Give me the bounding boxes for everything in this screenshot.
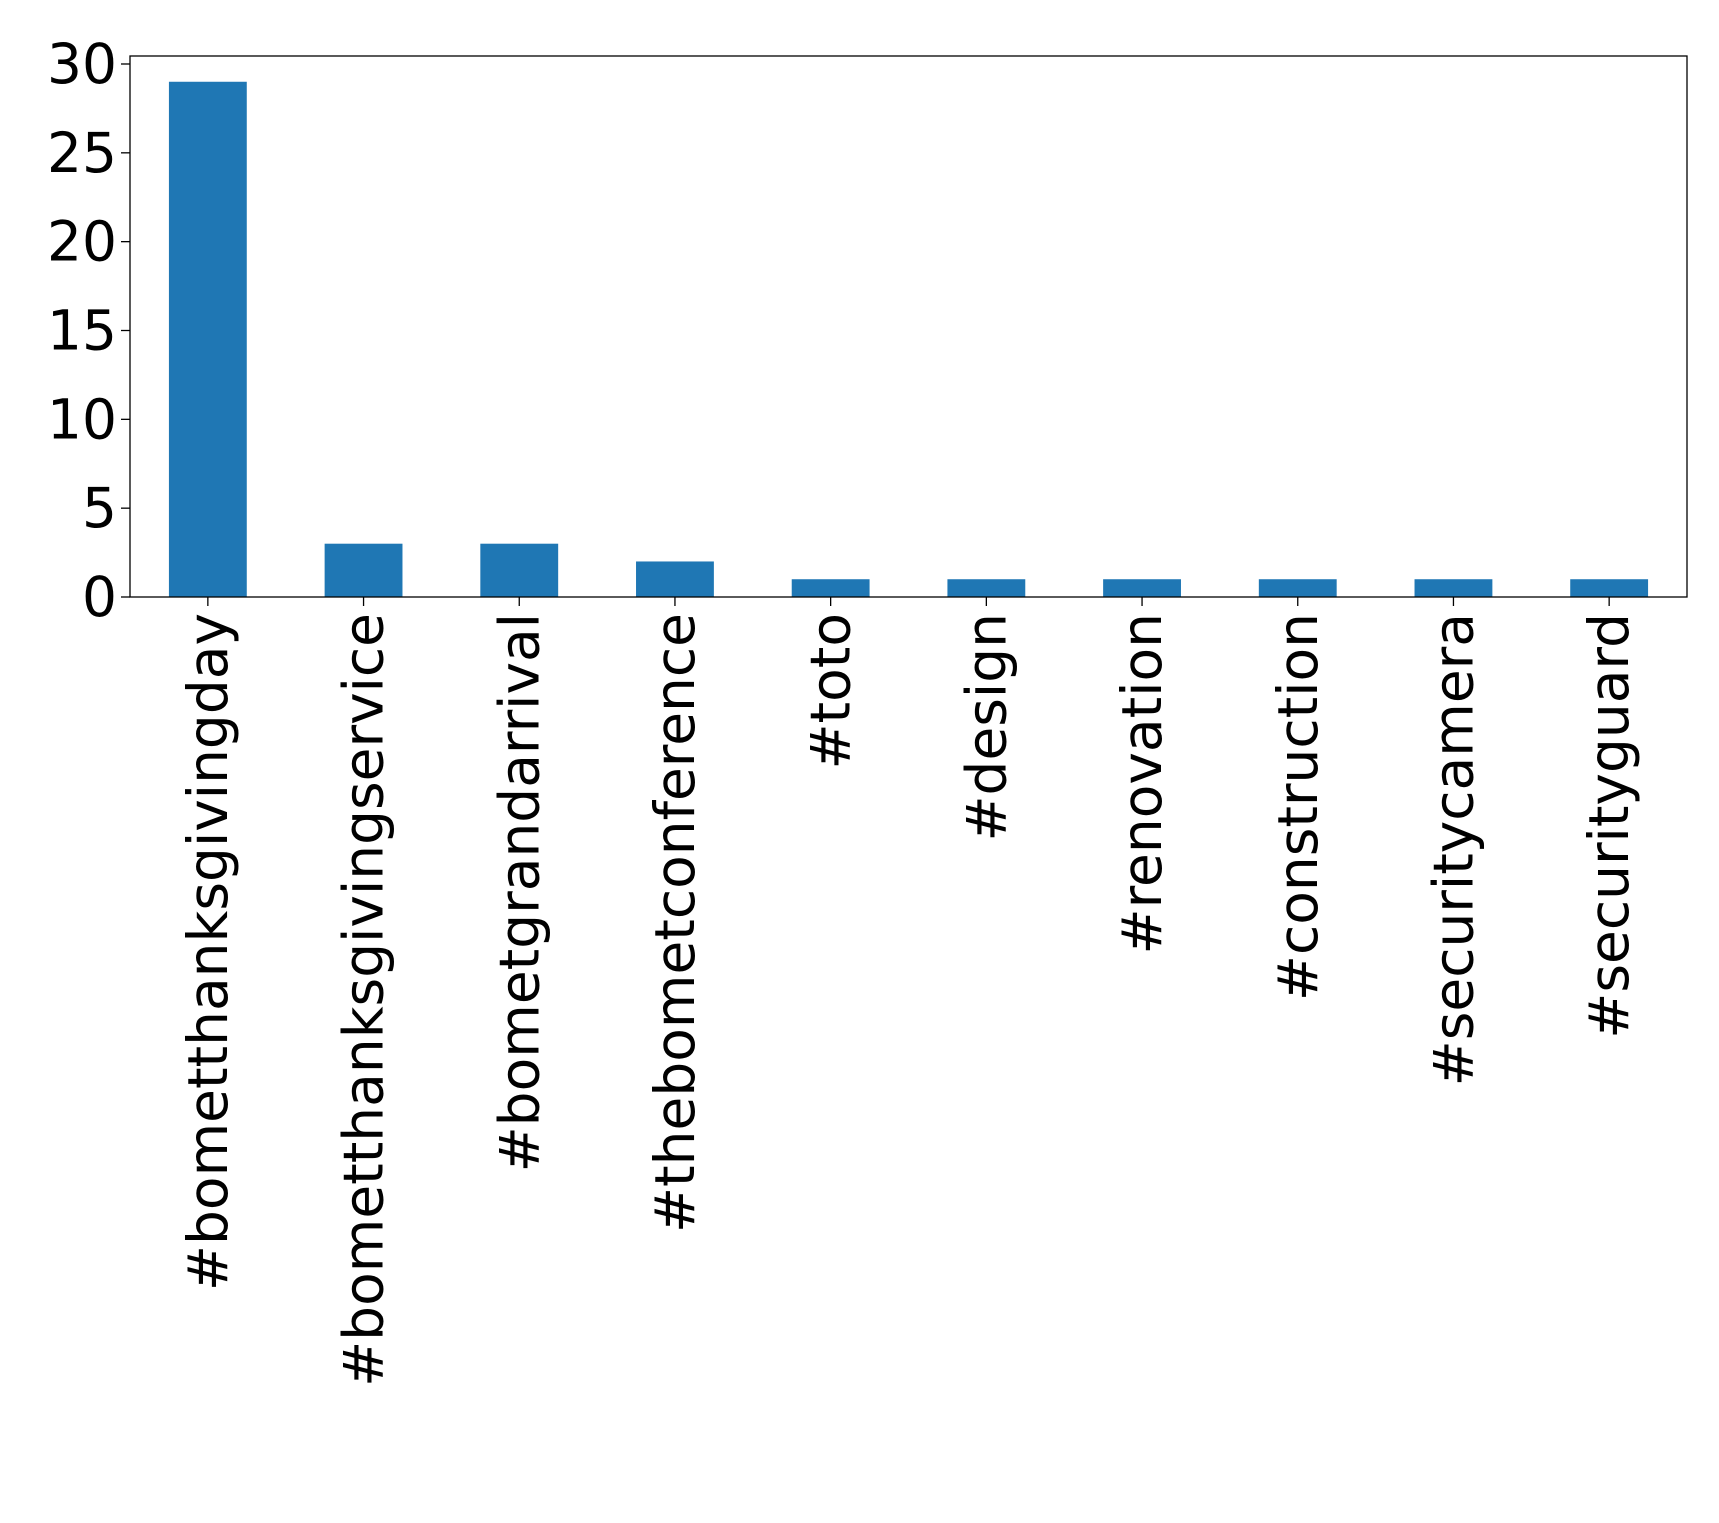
plot-area-frame xyxy=(129,55,1688,598)
y-tick-label: 15 xyxy=(47,298,117,362)
bar-securitycamera xyxy=(1414,579,1493,597)
bar-bometthanksgivingday xyxy=(168,81,247,597)
x-tick-label: #design xyxy=(954,613,1018,842)
bar-thebometconference xyxy=(636,561,714,597)
x-tick-label: #renovation xyxy=(1110,613,1174,954)
x-tick-label: #construction xyxy=(1266,613,1330,1001)
y-tick-label: 5 xyxy=(82,476,117,540)
y-axis: 0 5 10 15 20 25 30 xyxy=(47,32,130,629)
x-axis: #bometthanksgivingday #bometthanksgivings… xyxy=(176,597,1641,1387)
x-tick-label: #securityguard xyxy=(1577,613,1641,1039)
x-tick-label: #toto xyxy=(799,613,863,770)
bar-bometgrandarrival xyxy=(480,543,559,597)
x-tick-label: #thebometconference xyxy=(643,613,707,1233)
bar-construction xyxy=(1258,579,1337,597)
x-tick-label: #bometthanksgivingservice xyxy=(332,613,396,1387)
y-tick-label: 10 xyxy=(47,387,117,451)
bar-renovation xyxy=(1103,579,1181,597)
x-tick-label: #bometthanksgivingday xyxy=(176,613,240,1291)
y-tick-label: 30 xyxy=(47,32,117,96)
bar-toto xyxy=(791,579,870,597)
bar-bometthanksgivingservice xyxy=(324,543,403,597)
y-tick-label: 25 xyxy=(47,121,117,185)
y-tick-label: 0 xyxy=(82,565,117,629)
bars-group xyxy=(168,81,1649,597)
x-tick-label: #securitycamera xyxy=(1421,613,1485,1086)
bar-design xyxy=(947,579,1026,597)
x-tick-label: #bometgrandarrival xyxy=(487,613,551,1172)
bar-securityguard xyxy=(1570,579,1649,597)
y-tick-label: 20 xyxy=(47,210,117,274)
